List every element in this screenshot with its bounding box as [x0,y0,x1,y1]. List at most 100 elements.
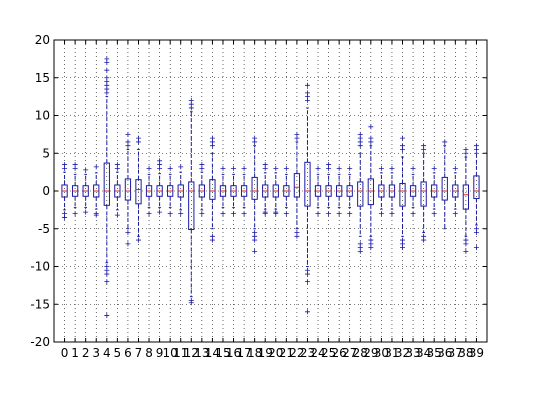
outlier-point [72,211,78,217]
outlier-point [146,211,152,217]
x-tick-label: 34 [416,346,431,360]
y-tick-label: 0 [42,184,50,198]
outlier-point [188,297,194,303]
box-20 [272,165,279,217]
outlier-point [125,131,131,137]
box-iqr [209,179,216,200]
outlier-point [104,264,110,269]
x-tick-label: 28 [353,346,368,360]
box-iqr [357,181,364,207]
x-tick-label: 23 [300,346,315,360]
box-iqr [473,175,480,200]
box-28 [357,131,364,254]
box-11 [177,164,184,217]
x-tick-label: 24 [310,346,325,360]
outlier-point [347,165,353,171]
outlier-point [199,162,205,168]
box-34 [420,143,427,243]
box-24 [314,165,322,217]
box-1 [71,162,79,217]
outlier-point [83,167,89,173]
box-12 [188,97,195,306]
y-tick-label: -15 [30,297,50,311]
box-22 [293,131,301,239]
outlier-point [357,131,363,137]
outlier-point [209,135,215,141]
x-tick-label: 16 [226,346,241,360]
outlier-point [104,75,110,81]
box-17 [240,165,248,217]
outlier-point [421,233,427,239]
outlier-point [357,241,363,247]
x-tick-label: 5 [114,346,122,360]
outlier-point [463,146,469,152]
y-tick-label: -5 [38,222,50,236]
box-30 [378,165,385,217]
outlier-point [463,237,469,243]
box-iqr [188,181,195,231]
outlier-point [315,211,321,217]
x-tick-label: 32 [395,346,410,360]
box-iqr [124,178,132,201]
x-tick-label: 7 [135,346,143,360]
x-tick-label: 2 [82,346,90,360]
box-iqr [304,161,311,207]
x-tick-label: 17 [236,346,251,360]
outlier-point [336,211,342,217]
y-tick-label: 5 [42,146,50,160]
outlier-point [368,124,374,130]
outlier-point [93,164,99,170]
box-iqr [251,176,258,200]
x-tick-label: 11 [173,346,188,360]
outlier-point [62,162,68,168]
outlier-point [452,165,458,171]
x-tick-label: 6 [124,346,132,360]
x-tick-label: 39 [469,346,484,360]
x-tick-label: 8 [145,346,153,360]
x-tick-label: 13 [194,346,209,360]
box-0 [61,162,68,220]
boxes [61,56,480,319]
x-tick-label: 18 [247,346,262,360]
outlier-point [347,211,353,217]
outlier-point [326,211,332,217]
box-23 [304,82,311,315]
box-iqr [135,179,142,205]
outlier-point [262,209,268,215]
box-8 [145,165,153,217]
x-tick-label: 10 [163,346,178,360]
outlier-point [178,211,184,217]
box-31 [388,165,396,217]
x-tick-label: 0 [61,346,69,360]
x-tick-label: 36 [437,346,452,360]
outlier-point [62,211,68,217]
x-tick-label: 4 [103,346,111,360]
outlier-point [273,165,279,171]
outlier-point [114,162,120,168]
box-25 [325,162,332,217]
x-tick-label: 21 [279,346,294,360]
outlier-point [125,139,131,145]
box-39 [473,143,480,251]
x-tick-label: 22 [289,346,304,360]
outlier-point [304,309,310,315]
outlier-point [368,135,374,141]
x-tick-label: 19 [258,346,273,360]
y-tick-label: -20 [30,335,50,349]
outlier-point [125,230,131,236]
outlier-point [378,165,384,171]
outlier-point [410,211,416,217]
box-7 [135,135,142,243]
outlier-point [294,230,300,236]
y-tick-label: -10 [30,260,50,274]
outlier-point [241,165,247,171]
outlier-point [220,211,226,217]
outlier-point [104,279,110,285]
outlier-point [336,165,342,171]
x-tick-label: 1 [71,346,79,360]
outlier-point [304,267,310,273]
outlier-point [135,237,141,243]
outlier-point [304,279,310,285]
outlier-point [252,248,258,254]
box-iqr [293,173,301,198]
